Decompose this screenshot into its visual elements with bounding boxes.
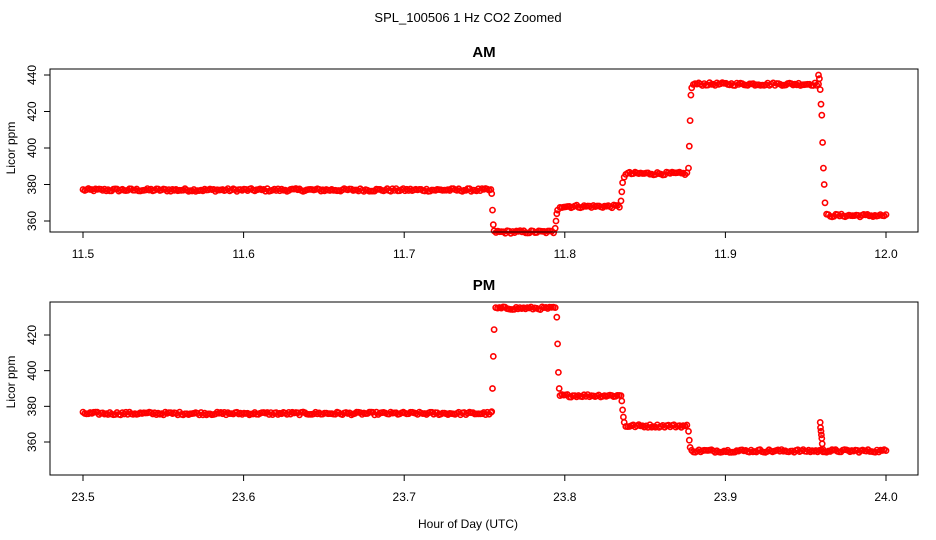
chart-am-plot-frame xyxy=(49,68,919,233)
y-tick-label: 400 xyxy=(25,360,39,380)
data-point xyxy=(816,75,823,83)
data-point xyxy=(688,84,696,92)
data-point xyxy=(554,340,561,348)
y-tick-label: 400 xyxy=(25,138,39,158)
data-point xyxy=(821,199,829,207)
x-tick-label: 11.6 xyxy=(232,247,255,261)
chart-am-points xyxy=(79,71,890,237)
data-point xyxy=(816,86,824,93)
x-tick-label: 23.8 xyxy=(553,490,577,504)
chart-pm-y-axis: 360 380 400 420 xyxy=(25,325,51,452)
y-tick-label: 360 xyxy=(25,432,39,452)
data-point xyxy=(882,211,890,218)
data-point xyxy=(490,326,498,333)
data-point xyxy=(820,164,827,172)
data-point xyxy=(617,197,625,205)
data-point xyxy=(487,186,495,193)
x-tick-label: 23.9 xyxy=(714,490,738,504)
data-point xyxy=(816,418,824,426)
data-point xyxy=(553,210,561,218)
data-point xyxy=(555,368,562,376)
data-point xyxy=(489,352,497,360)
data-point xyxy=(552,217,560,225)
chart-am-y-axis: 360 380 400 420 440 xyxy=(25,65,51,231)
x-tick-label: 11.8 xyxy=(554,247,577,261)
data-point xyxy=(551,304,559,311)
data-point xyxy=(817,424,824,432)
y-tick-label: 380 xyxy=(25,396,39,416)
x-tick-label: 11.5 xyxy=(72,247,95,261)
data-point xyxy=(819,139,826,146)
data-point xyxy=(882,447,890,454)
data-point xyxy=(687,91,695,99)
data-point xyxy=(686,117,694,124)
data-point xyxy=(818,440,826,448)
data-point xyxy=(686,443,694,451)
x-tick-label: 11.7 xyxy=(393,247,416,261)
x-tick-label: 23.5 xyxy=(71,490,95,504)
chart-am-ylabel: Licor ppm xyxy=(4,122,18,175)
x-tick-label: 23.6 xyxy=(232,490,256,504)
data-point xyxy=(818,111,826,119)
data-point xyxy=(817,100,825,108)
data-point xyxy=(620,418,628,426)
x-tick-label: 11.9 xyxy=(714,247,737,261)
data-point xyxy=(685,164,692,172)
y-tick-label: 420 xyxy=(25,101,39,121)
data-point xyxy=(489,206,496,214)
data-point xyxy=(817,427,825,435)
x-tick-label: 23.7 xyxy=(393,490,417,504)
data-point xyxy=(619,406,626,414)
data-point xyxy=(488,190,496,197)
data-point xyxy=(620,413,627,421)
chart-pm-ylabel: Licor ppm xyxy=(4,356,18,409)
data-point xyxy=(819,445,827,453)
data-point xyxy=(489,221,497,229)
data-point xyxy=(620,173,628,181)
data-point xyxy=(551,224,559,232)
chart-pm-points xyxy=(79,303,890,456)
data-point xyxy=(820,181,828,188)
chart-am-title: AM xyxy=(472,44,495,61)
chart-am: AM Licor ppm 11.5 11.6 11.7 11.8 11.9 12.0 36… xyxy=(4,44,919,261)
data-point xyxy=(818,431,825,439)
y-tick-label: 440 xyxy=(25,65,39,85)
data-point xyxy=(619,179,626,187)
figure-title: SPL_100506 1 Hz CO2 Zoomed xyxy=(374,10,561,25)
x-tick-label: 12.0 xyxy=(874,247,898,261)
data-point xyxy=(616,203,623,211)
data-point xyxy=(489,385,496,392)
data-point xyxy=(815,71,822,79)
data-point xyxy=(685,427,692,435)
data-point xyxy=(555,385,563,392)
y-tick-label: 380 xyxy=(25,174,39,194)
y-tick-label: 360 xyxy=(25,211,39,231)
data-point xyxy=(618,188,626,196)
chart-pm: PM Licor ppm 23.5 23.6 23.7 23.8 23.9 24.0 36… xyxy=(4,277,919,504)
data-point xyxy=(618,397,626,405)
y-tick-label: 420 xyxy=(25,325,39,345)
data-point xyxy=(553,313,561,321)
data-point xyxy=(685,436,693,444)
data-point xyxy=(683,421,691,429)
data-point xyxy=(554,206,561,214)
data-point xyxy=(488,408,496,416)
chart-pm-title: PM xyxy=(473,277,496,294)
chart-pm-x-axis: 23.5 23.6 23.7 23.8 23.9 24.0 xyxy=(71,474,898,504)
data-point xyxy=(818,434,826,442)
data-point xyxy=(685,142,693,150)
x-tick-label: 24.0 xyxy=(874,490,898,504)
figure-xlabel: Hour of Day (UTC) xyxy=(418,517,518,531)
chart-am-x-axis: 11.5 11.6 11.7 11.8 11.9 12.0 xyxy=(72,231,898,261)
